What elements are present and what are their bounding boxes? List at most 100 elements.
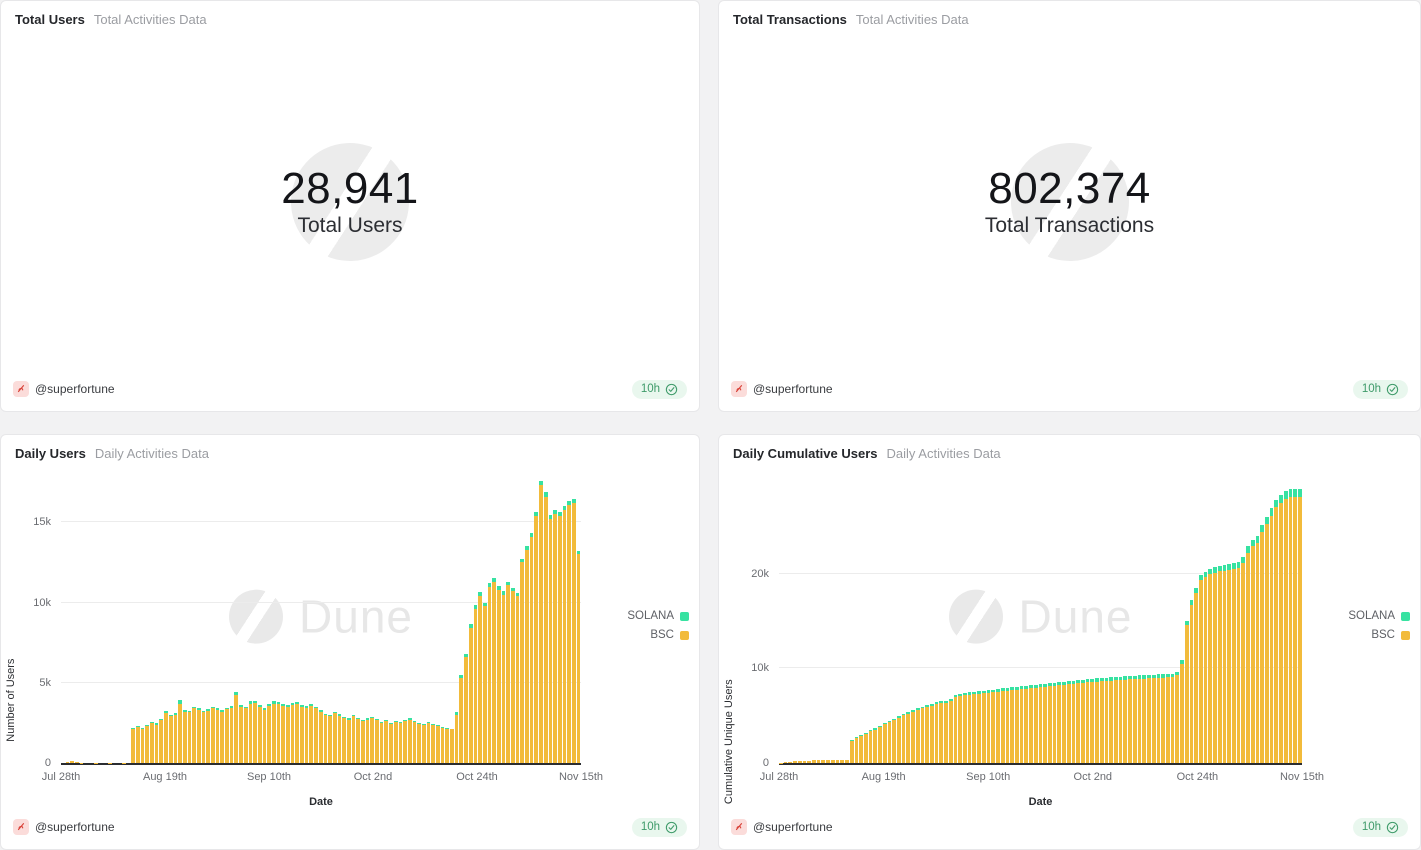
bar-day-102[interactable] [539,479,543,763]
bar-day-78[interactable] [1147,479,1151,763]
bar-day-32[interactable] [211,479,215,763]
bar-day-84[interactable] [1175,479,1180,763]
author-link[interactable]: @superfortune [13,819,115,835]
bar-day-8[interactable] [99,479,103,763]
bar-day-45[interactable] [271,479,276,763]
bar-day-52[interactable] [1024,479,1029,763]
bar-day-5[interactable] [84,479,88,763]
bar-day-105[interactable] [553,479,557,763]
bar-day-35[interactable] [944,479,948,763]
bar-day-23[interactable] [887,479,892,763]
bar-day-109[interactable] [571,479,576,763]
bar-day-93[interactable] [496,479,501,763]
bar-day-3[interactable] [793,479,797,763]
bar-day-110[interactable] [1298,479,1302,763]
bar-day-64[interactable] [1081,479,1085,763]
bar-day-64[interactable] [361,479,365,763]
bar-day-11[interactable] [113,479,117,763]
bar-day-33[interactable] [215,479,220,763]
bar-day-57[interactable] [1047,479,1052,763]
bar-day-103[interactable] [1265,479,1269,763]
bar-day-89[interactable] [1198,479,1203,763]
bar-day-103[interactable] [543,479,548,763]
bar-day-28[interactable] [911,479,915,763]
bar-day-101[interactable] [534,479,539,763]
bar-day-83[interactable] [450,479,454,763]
bar-day-47[interactable] [281,479,285,763]
bar-day-75[interactable] [412,479,417,763]
bar-day-49[interactable] [290,479,295,763]
bar-day-50[interactable] [295,479,300,763]
bar-day-86[interactable] [1184,479,1189,763]
bar-day-33[interactable] [934,479,939,763]
bar-day-69[interactable] [384,479,389,763]
bar-day-63[interactable] [356,479,360,763]
bar-day-104[interactable] [1269,479,1274,763]
bar-day-54[interactable] [314,479,318,763]
bar-day-53[interactable] [1029,479,1033,763]
bar-day-39[interactable] [243,479,248,763]
bar-day-47[interactable] [1000,479,1005,763]
bar-day-95[interactable] [1227,479,1231,763]
bar-day-7[interactable] [812,479,816,763]
legend-item-bsc[interactable]: BSC [650,629,689,641]
bar-day-52[interactable] [304,479,309,763]
bar-day-99[interactable] [525,479,529,763]
bar-day-34[interactable] [220,479,225,763]
bar-day-55[interactable] [318,479,323,763]
bar-day-68[interactable] [1099,479,1104,763]
bar-day-42[interactable] [977,479,981,763]
bar-day-71[interactable] [1114,479,1118,763]
bar-day-78[interactable] [426,479,431,763]
bar-day-38[interactable] [958,479,963,763]
bar-day-43[interactable] [262,479,267,763]
bar-day-100[interactable] [529,479,534,763]
bar-day-88[interactable] [473,479,478,763]
panel-title[interactable]: Daily Users [15,446,86,461]
bar-day-42[interactable] [257,479,262,763]
bar-day-18[interactable] [863,479,868,763]
bar-day-62[interactable] [351,479,356,763]
bar-day-90[interactable] [1203,479,1208,763]
bar-day-85[interactable] [459,479,464,763]
bar-day-9[interactable] [103,479,107,763]
bar-day-65[interactable] [1085,479,1090,763]
bar-day-91[interactable] [1208,479,1213,763]
bar-day-104[interactable] [548,479,553,763]
bar-day-57[interactable] [328,479,332,763]
bar-day-88[interactable] [1194,479,1198,763]
bar-day-16[interactable] [136,479,140,763]
refresh-badge[interactable]: 10h [1352,379,1408,399]
bar-day-20[interactable] [154,479,159,763]
bar-day-39[interactable] [963,479,967,763]
bar-day-21[interactable] [159,479,164,763]
legend-item-bsc[interactable]: BSC [1371,629,1410,641]
bar-day-26[interactable] [901,479,906,763]
bar-day-0[interactable] [61,479,65,763]
bar-day-14[interactable] [845,479,849,763]
refresh-badge[interactable]: 10h [1352,817,1408,837]
bar-day-99[interactable] [1246,479,1250,763]
bar-day-17[interactable] [140,479,145,763]
bar-day-25[interactable] [896,479,901,763]
bar-day-79[interactable] [1151,479,1156,763]
bar-day-72[interactable] [1118,479,1123,763]
bar-day-41[interactable] [253,479,257,763]
bar-day-67[interactable] [1095,479,1099,763]
bar-day-59[interactable] [337,479,342,763]
bar-day-94[interactable] [501,479,506,763]
bar-day-16[interactable] [854,479,859,763]
bar-day-49[interactable] [1010,479,1014,763]
bar-day-107[interactable] [1283,479,1288,763]
bar-day-9[interactable] [821,479,826,763]
bar-day-80[interactable] [436,479,440,763]
bar-day-46[interactable] [996,479,1000,763]
bar-day-79[interactable] [431,479,435,763]
bar-day-97[interactable] [1236,479,1241,763]
bar-day-35[interactable] [225,479,229,763]
panel-subtitle-link[interactable]: Daily Activities Data [94,446,209,461]
bar-day-31[interactable] [206,479,210,763]
bar-day-98[interactable] [520,479,525,763]
bar-day-55[interactable] [1038,479,1043,763]
bar-day-15[interactable] [849,479,854,763]
